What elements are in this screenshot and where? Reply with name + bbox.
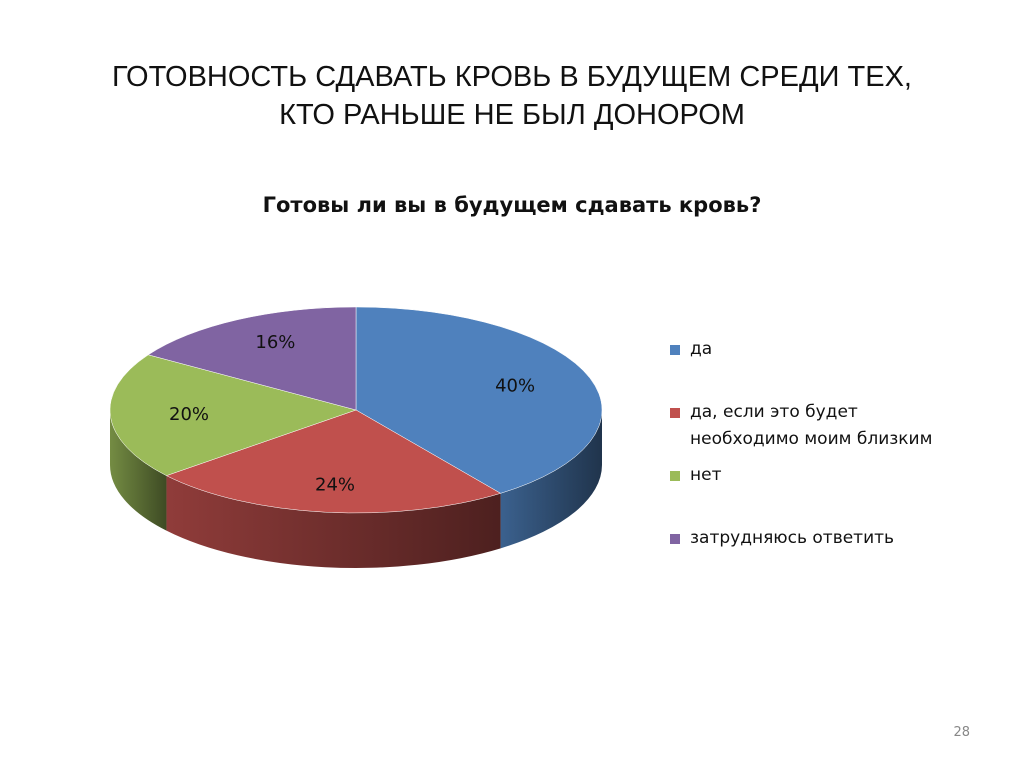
legend-item: да <box>670 336 970 399</box>
legend-swatch <box>670 408 680 418</box>
pie-side <box>110 410 167 531</box>
legend-label: нет <box>690 465 722 485</box>
pie-slice <box>109 354 357 476</box>
legend-label: да <box>690 339 713 359</box>
pie-slice <box>165 409 502 514</box>
legend-item: нет <box>670 462 970 525</box>
legend-item: затрудняюсь ответить <box>670 525 970 588</box>
title-line: ГОТОВНОСТЬ СДАВАТЬ КРОВЬ В БУДУЩЕМ СРЕДИ… <box>111 61 912 93</box>
slide-title: ГОТОВНОСТЬ СДАВАТЬ КРОВЬ В БУДУЩЕМ СРЕДИ… <box>0 58 1024 134</box>
legend-swatch <box>670 534 680 544</box>
legend-swatch <box>670 345 680 355</box>
data-label: 24% <box>315 475 355 496</box>
chart-title: Готовы ли вы в будущем сдавать кровь? <box>262 193 762 217</box>
title-line: КТО РАНЬШЕ НЕ БЫЛ ДОНОРОМ <box>279 99 745 131</box>
legend: да да, если это будет необходимо моим бли… <box>670 336 970 588</box>
data-label: 20% <box>169 404 209 425</box>
data-label: 40% <box>495 375 535 396</box>
legend-item: да, если это будет необходимо моим близк… <box>670 399 970 462</box>
pie-side <box>166 475 501 568</box>
legend-label: да, если это будет необходимо моим близк… <box>690 402 933 449</box>
legend-label: затрудняюсь ответить <box>690 528 895 548</box>
pie-side <box>500 410 602 549</box>
legend-swatch <box>670 471 680 481</box>
pie-slice <box>147 306 357 411</box>
data-label: 16% <box>255 332 295 353</box>
page-number: 28 <box>953 725 970 740</box>
pie-slice <box>355 306 603 494</box>
